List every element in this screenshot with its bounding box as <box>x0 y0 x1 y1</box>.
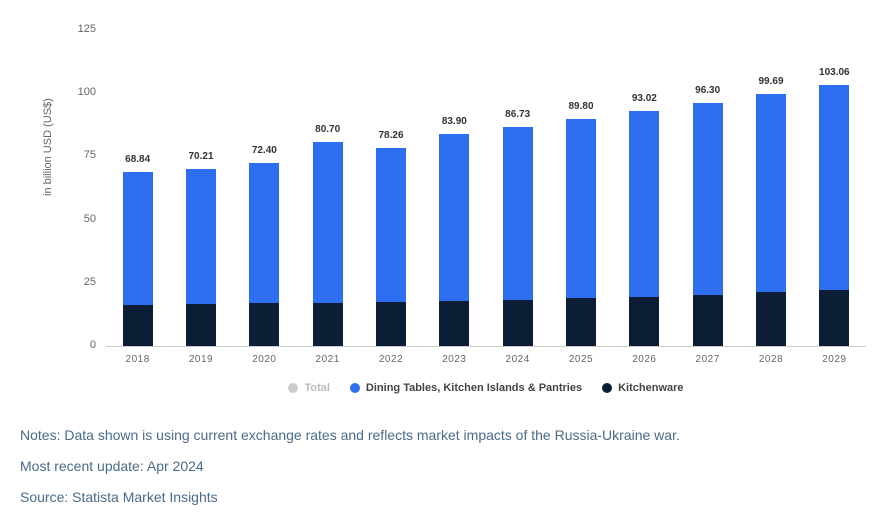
x-tick: 2027 <box>688 354 728 365</box>
bar-total-label: 83.90 <box>442 116 467 127</box>
bar-segment <box>439 301 469 346</box>
x-tick: 2019 <box>181 354 221 365</box>
bar-segment <box>376 302 406 346</box>
bar-segment <box>819 290 849 346</box>
legend-label: Total <box>304 382 329 394</box>
bar-total-label: 68.84 <box>125 154 150 165</box>
x-tick: 2018 <box>118 354 158 365</box>
x-tick: 2021 <box>308 354 348 365</box>
notes-section: Notes: Data shown is using current excha… <box>20 420 852 512</box>
x-tick: 2026 <box>624 354 664 365</box>
legend-dot-icon <box>350 383 360 393</box>
legend-label: Dining Tables, Kitchen Islands & Pantrie… <box>366 382 582 394</box>
bar-group: 96.30 <box>693 103 723 346</box>
y-tick: 100 <box>68 86 96 98</box>
bar-group: 78.26 <box>376 148 406 346</box>
y-tick: 0 <box>68 339 96 351</box>
legend-item[interactable]: Dining Tables, Kitchen Islands & Pantrie… <box>350 382 582 394</box>
bar-total-label: 103.06 <box>819 67 850 78</box>
chart-container: in billion USD (US$) 0 25 50 75 100 125 68.84… <box>20 10 852 400</box>
bar-segment <box>503 300 533 346</box>
bar-segment <box>629 297 659 346</box>
bar-group: 93.02 <box>629 111 659 346</box>
bar-segment <box>693 295 723 346</box>
bar-group: 99.69 <box>756 94 786 346</box>
x-tick: 2022 <box>371 354 411 365</box>
y-tick: 75 <box>68 149 96 161</box>
bar-total-label: 70.21 <box>188 151 213 162</box>
bar-group: 68.84 <box>123 172 153 346</box>
bar-total-label: 72.40 <box>252 145 277 156</box>
bar-segment <box>566 119 596 298</box>
bar-segment <box>819 85 849 290</box>
bar-segment <box>186 304 216 346</box>
bar-segment <box>376 148 406 302</box>
bar-segment <box>503 127 533 300</box>
bar-segment <box>439 134 469 301</box>
bar-segment <box>693 103 723 295</box>
y-tick: 25 <box>68 276 96 288</box>
x-tick: 2020 <box>244 354 284 365</box>
bar-segment <box>629 111 659 297</box>
bar-segment <box>566 298 596 346</box>
legend-dot-icon <box>602 383 612 393</box>
bar-total-label: 80.70 <box>315 124 340 135</box>
y-axis-label: in billion USD (US$) <box>42 98 54 196</box>
x-tick: 2023 <box>434 354 474 365</box>
bar-segment <box>123 305 153 346</box>
bar-segment <box>313 142 343 303</box>
y-tick: 50 <box>68 213 96 225</box>
y-tick: 125 <box>68 23 96 35</box>
bar-total-label: 86.73 <box>505 109 530 120</box>
legend: Total Dining Tables, Kitchen Islands & Pa… <box>106 382 866 396</box>
bar-group: 80.70 <box>313 142 343 346</box>
notes-line1: Notes: Data shown is using current excha… <box>20 420 852 451</box>
x-tick: 2024 <box>498 354 538 365</box>
bar-group: 72.40 <box>249 163 279 346</box>
bar-total-label: 99.69 <box>758 76 783 87</box>
bar-total-label: 89.80 <box>568 101 593 112</box>
legend-dot-icon <box>288 383 298 393</box>
bar-segment <box>186 169 216 304</box>
bar-group: 103.06 <box>819 85 849 346</box>
plot-area: 68.84 70.21 72.40 80.70 78.26 83.90 86.73 89.80… <box>106 30 866 346</box>
baseline <box>106 346 866 347</box>
bar-segment <box>249 303 279 346</box>
x-tick: 2025 <box>561 354 601 365</box>
bar-segment <box>249 163 279 303</box>
bar-segment <box>123 172 153 305</box>
notes-line3: Source: Statista Market Insights <box>20 482 852 513</box>
bar-segment <box>756 94 786 292</box>
legend-item[interactable]: Total <box>288 382 329 394</box>
bar-total-label: 78.26 <box>378 130 403 141</box>
bar-segment <box>756 292 786 346</box>
notes-line2: Most recent update: Apr 2024 <box>20 451 852 482</box>
bar-group: 89.80 <box>566 119 596 346</box>
legend-item[interactable]: Kitchenware <box>602 382 683 394</box>
bar-group: 86.73 <box>503 127 533 346</box>
bar-total-label: 96.30 <box>695 85 720 96</box>
bar-group: 83.90 <box>439 134 469 346</box>
x-tick: 2029 <box>814 354 854 365</box>
bar-group: 70.21 <box>186 169 216 346</box>
bar-total-label: 93.02 <box>632 93 657 104</box>
bar-segment <box>313 303 343 346</box>
legend-label: Kitchenware <box>618 382 683 394</box>
x-tick: 2028 <box>751 354 791 365</box>
